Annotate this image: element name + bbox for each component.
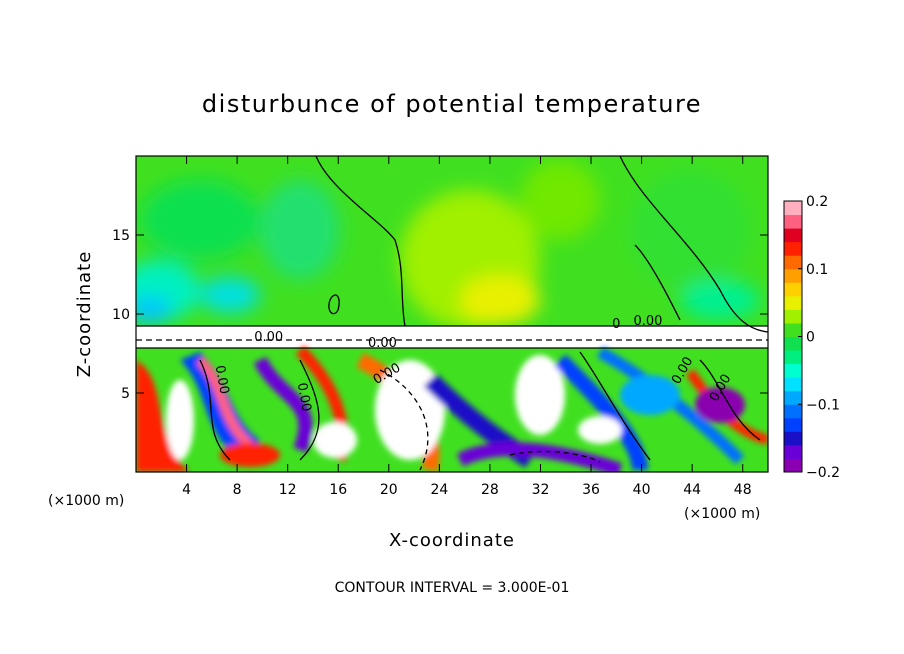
colorbar-swatch — [784, 336, 802, 351]
y-tick-label: 15 — [112, 228, 130, 244]
colorbar-swatch — [784, 363, 802, 378]
colorbar-swatch — [784, 350, 802, 365]
x-tick-label: 20 — [380, 482, 398, 498]
colorbar-swatch — [784, 390, 802, 405]
colorbar-swatch — [784, 458, 802, 473]
colorbar: 0.2 0.1 0 −0.1 −0.2 — [783, 194, 840, 481]
contour-lines — [136, 156, 768, 471]
x-tick-label: 16 — [329, 482, 347, 498]
contour-label: 0.00 — [254, 330, 283, 345]
colorbar-swatch — [784, 377, 802, 392]
colorbar-tick-label: 0.2 — [806, 194, 828, 210]
colorbar-swatch — [784, 228, 802, 243]
colorbar-swatch — [784, 295, 802, 310]
lower-field-anomalies — [136, 345, 768, 472]
y-tick-label: 10 — [112, 307, 130, 323]
colorbar-tick-label: −0.1 — [806, 397, 840, 413]
x-unit-left: (×1000 m) — [48, 493, 124, 509]
x-tick-label: 28 — [481, 482, 499, 498]
x-tick-label: 8 — [233, 482, 242, 498]
interface-band — [136, 326, 768, 348]
colorbar-swatch — [784, 404, 802, 419]
x-tick-label: 40 — [633, 482, 651, 498]
y-tick-label: 5 — [121, 386, 130, 402]
x-tick-label: 32 — [532, 482, 550, 498]
x-tick-label: 4 — [182, 482, 191, 498]
colorbar-swatch — [784, 255, 802, 270]
upper-field-anomalies — [136, 160, 760, 330]
contour-label: 0.00 — [633, 314, 662, 329]
x-tick-label: 24 — [430, 482, 448, 498]
colorbar-swatch — [784, 282, 802, 297]
x-tick-label: 12 — [279, 482, 297, 498]
x-axis-label: X-coordinate — [389, 530, 515, 551]
colorbar-swatch — [784, 241, 802, 256]
plot-area — [136, 156, 768, 472]
colorbar-tick-label: 0.1 — [806, 262, 828, 278]
contour-interval: CONTOUR INTERVAL = 3.000E-01 — [335, 580, 570, 596]
colorbar-swatch — [784, 268, 802, 283]
colorbar-swatch — [784, 322, 802, 337]
colorbar-swatch — [784, 201, 802, 216]
y-axis: 5 10 15 — [112, 228, 768, 402]
x-axis: 4 8 12 16 20 24 28 32 36 40 44 48 — [182, 156, 752, 498]
contour-label: 0.00 — [368, 336, 397, 351]
contour-label: 0.00 — [212, 364, 232, 395]
x-tick-label: 44 — [683, 482, 701, 498]
x-tick-label: 36 — [582, 482, 600, 498]
colorbar-swatch — [784, 417, 802, 432]
contour-label: 0.00 — [294, 382, 314, 413]
y-axis-label: Z-coordinate — [74, 251, 95, 378]
colorbar-tick-label: 0 — [806, 330, 815, 346]
x-unit-right: (×1000 m) — [684, 506, 760, 522]
colorbar-tick-label: −0.2 — [806, 465, 840, 481]
chart-title: disturbunce of potential temperature — [202, 90, 702, 118]
colorbar-swatch — [784, 214, 802, 229]
contour-label: 0 — [612, 317, 620, 332]
colorbar-swatch — [784, 431, 802, 446]
colorbar-swatch — [784, 309, 802, 324]
colorbar-swatch — [784, 444, 802, 459]
x-tick-label: 48 — [734, 482, 752, 498]
